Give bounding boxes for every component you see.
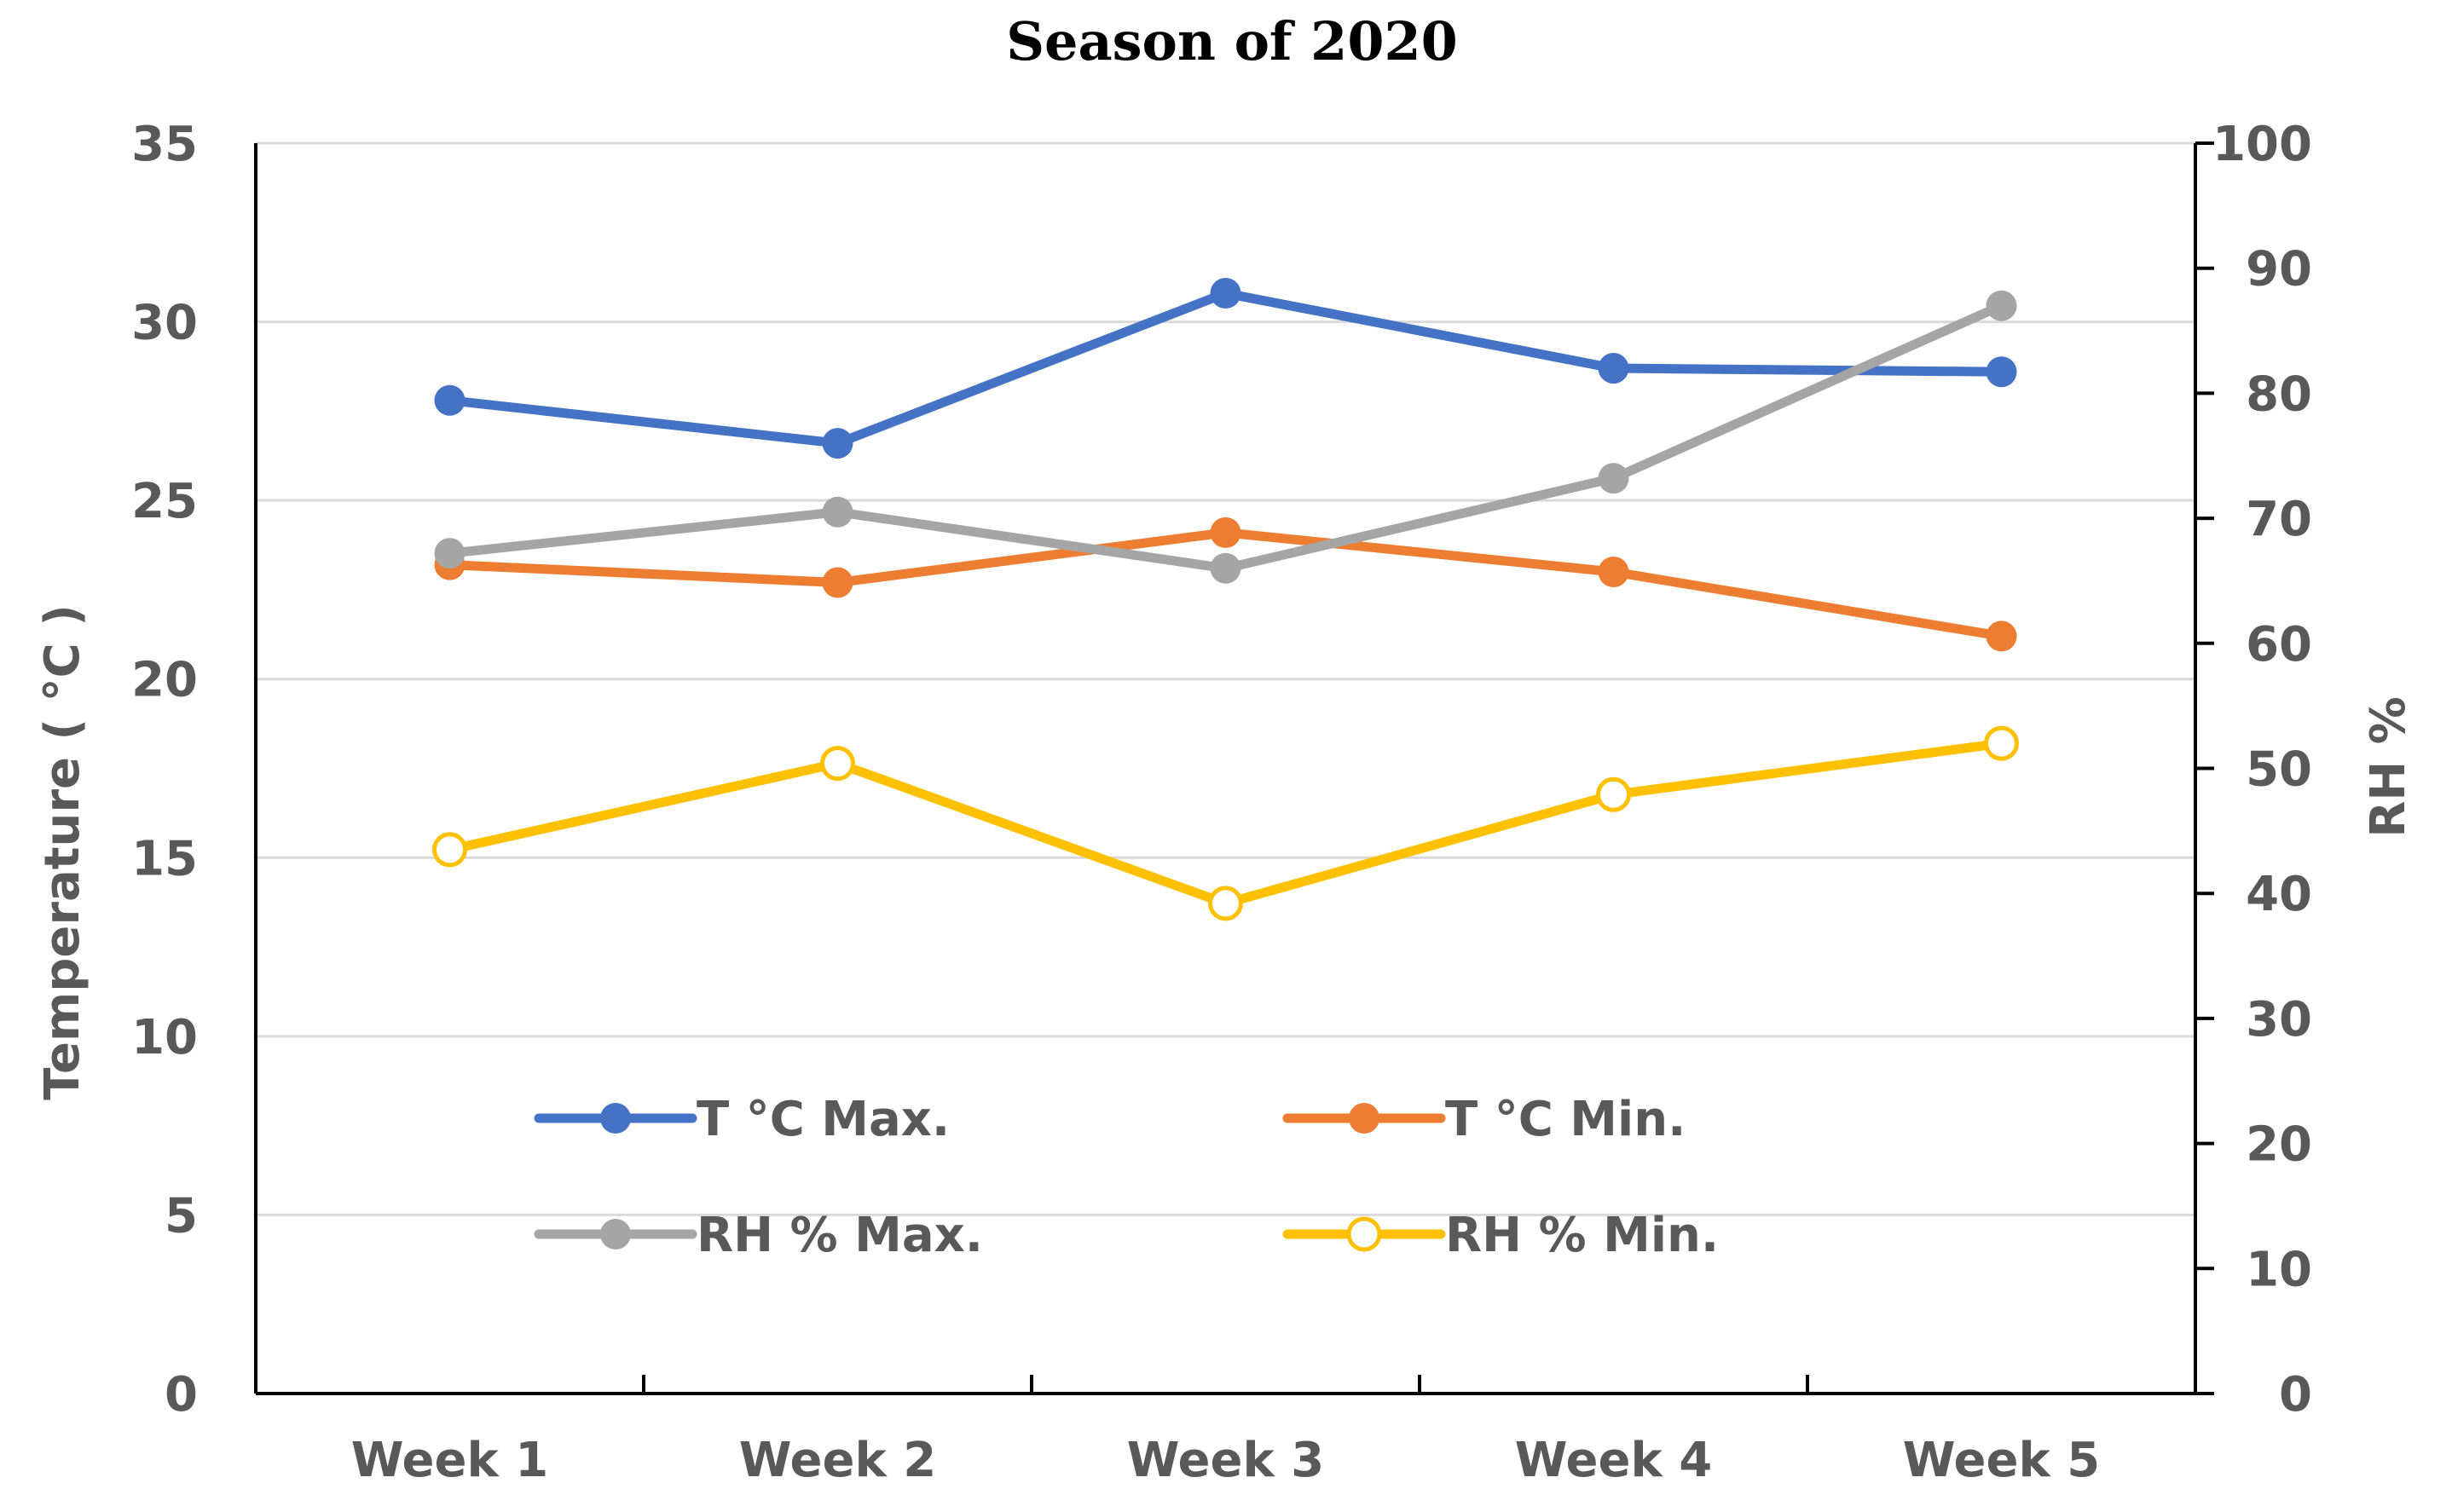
data-point	[432, 832, 467, 868]
y-left-tick-label: 15	[131, 831, 198, 886]
data-point	[1984, 725, 2019, 761]
y-axis-left-title: Temperature ( °C )	[35, 604, 90, 1100]
legend-label: T °C Min.	[1445, 1092, 1686, 1147]
legend-label: T °C Max.	[697, 1092, 950, 1147]
y-left-tick-label: 25	[131, 474, 198, 529]
left-axis-ticks: 0 5 10 15 20 25 30 35	[131, 117, 198, 1423]
series-2	[434, 290, 2017, 584]
data-point	[1208, 886, 1243, 921]
series-line	[445, 528, 2006, 641]
y-right-tick-label: 100	[2212, 117, 2312, 172]
legend-item: T °C Max.	[534, 1092, 950, 1147]
x-tick-label: Week 1	[351, 1433, 548, 1488]
x-tick-label: Week 4	[1515, 1433, 1712, 1488]
y-right-tick-label: 50	[2246, 742, 2312, 798]
y-left-tick-label: 5	[165, 1188, 198, 1244]
legend-swatch-marker	[600, 1103, 631, 1134]
right-axis-ticks: 0 10 20 30 40 50 60 70 80 90 100	[2195, 117, 2312, 1423]
data-point	[822, 496, 853, 528]
data-point	[1598, 353, 1629, 384]
legend-label: RH % Max.	[697, 1208, 983, 1263]
data-point	[1210, 278, 1241, 309]
y-right-tick-label: 0	[2279, 1367, 2312, 1423]
data-point	[1210, 552, 1241, 584]
data-point	[1210, 517, 1241, 548]
x-tick-label: Week 5	[1903, 1433, 2100, 1488]
gridlines	[256, 141, 2195, 1216]
y-left-tick-label: 10	[131, 1010, 198, 1065]
data-point	[820, 746, 855, 782]
data-point	[1986, 620, 2017, 652]
data-point	[1598, 556, 1629, 587]
series-0	[434, 278, 2017, 459]
y-left-tick-label: 35	[131, 117, 198, 172]
y-left-tick-label: 0	[165, 1367, 198, 1423]
y-right-tick-label: 60	[2246, 617, 2312, 672]
data-point	[1596, 776, 1631, 812]
data-point	[1598, 463, 1629, 494]
y-left-tick-label: 20	[131, 653, 198, 708]
y-right-tick-label: 70	[2246, 492, 2312, 547]
data-point	[822, 567, 853, 598]
legend-swatch-marker	[1346, 1216, 1382, 1252]
series-1	[434, 517, 2017, 652]
data-point	[1986, 290, 2017, 321]
y-right-tick-label: 90	[2246, 242, 2312, 297]
data-point	[822, 428, 853, 459]
legend-item: T °C Min.	[1282, 1092, 1686, 1147]
legend-label: RH % Min.	[1445, 1208, 1719, 1263]
legend: T °C Max. T °C Min. RH % Max. RH % Min.	[534, 1092, 1719, 1263]
data-point	[434, 538, 466, 569]
x-tick-label: Week 2	[739, 1433, 936, 1488]
legend-item: RH % Min.	[1282, 1208, 1719, 1263]
y-left-tick-label: 30	[131, 296, 198, 351]
series-layer	[432, 278, 2019, 921]
legend-swatch-marker	[1349, 1103, 1379, 1134]
chart-title: Season of 2020	[1006, 10, 1457, 72]
series-line	[445, 288, 2006, 448]
legend-item: RH % Max.	[534, 1208, 983, 1263]
series-3	[432, 725, 2019, 921]
legend-swatch-marker	[600, 1219, 631, 1249]
y-right-tick-label: 80	[2246, 366, 2312, 422]
x-tick-label: Week 3	[1127, 1433, 1324, 1488]
y-right-tick-label: 40	[2246, 867, 2312, 922]
x-axis-ticks: Week 1 Week 2 Week 3 Week 4 Week 5	[351, 1375, 2100, 1488]
y-right-tick-label: 20	[2246, 1117, 2312, 1173]
y-axis-right-title: RH %	[2361, 696, 2416, 838]
series-line	[445, 738, 2006, 909]
y-right-tick-label: 30	[2246, 992, 2312, 1047]
axes	[254, 143, 2197, 1395]
y-right-tick-label: 10	[2246, 1242, 2312, 1297]
data-point	[434, 384, 466, 416]
data-point	[1986, 356, 2017, 388]
